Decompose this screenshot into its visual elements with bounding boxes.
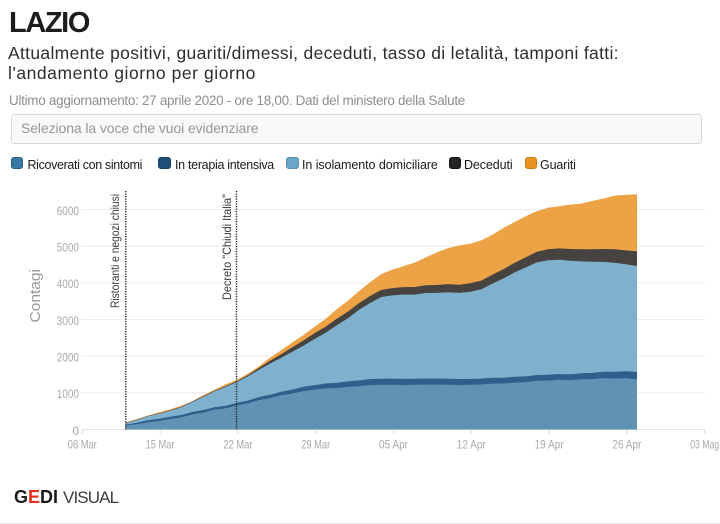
- svg-text:5000: 5000: [57, 241, 80, 255]
- svg-text:4000: 4000: [57, 277, 80, 291]
- svg-text:6000: 6000: [57, 204, 80, 218]
- svg-text:2000: 2000: [57, 351, 80, 365]
- svg-text:3000: 3000: [57, 314, 80, 328]
- svg-text:1000: 1000: [57, 387, 80, 401]
- svg-text:03 Mag: 03 Mag: [690, 437, 719, 451]
- svg-text:15 Mar: 15 Mar: [146, 437, 175, 451]
- svg-text:05 Apr: 05 Apr: [379, 437, 408, 451]
- svg-text:26 Apr: 26 Apr: [612, 437, 641, 451]
- svg-text:12 Apr: 12 Apr: [457, 437, 486, 451]
- svg-text:Contagi: Contagi: [27, 269, 44, 323]
- svg-text:19 Apr: 19 Apr: [535, 437, 564, 451]
- svg-text:22 Mar: 22 Mar: [223, 437, 252, 451]
- svg-text:Ristoranti e negozi chiusi: Ristoranti e negozi chiusi: [108, 194, 122, 308]
- svg-text:0: 0: [72, 424, 79, 438]
- svg-text:Decreto "Chiudi Italia": Decreto "Chiudi Italia": [220, 194, 234, 300]
- svg-text:29 Mar: 29 Mar: [301, 437, 330, 451]
- svg-text:08 Mar: 08 Mar: [68, 437, 97, 451]
